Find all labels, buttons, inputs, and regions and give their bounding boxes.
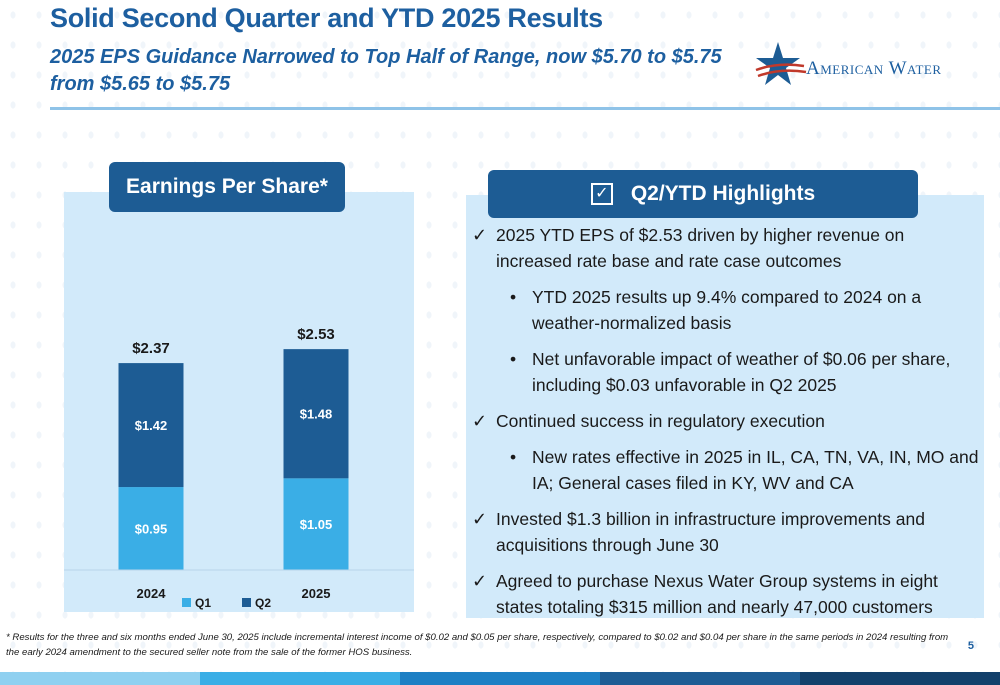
- highlight-subitem: • YTD 2025 results up 9.4% compared to 20…: [470, 284, 982, 336]
- checkbox-checked-icon: ✓: [590, 183, 613, 205]
- checkmark-icon: ✓: [472, 571, 488, 591]
- highlights-panel: [466, 195, 984, 618]
- checkmark-icon: ✓: [472, 225, 488, 245]
- footnote: * Results for the three and six months e…: [6, 632, 949, 658]
- x-tick-label: 2025: [302, 586, 331, 601]
- bullet-icon: •: [510, 287, 517, 307]
- highlight-text: Agreed to purchase Nexus Water Group sys…: [496, 571, 938, 617]
- bar-segment-q2-2024: [118, 363, 184, 488]
- highlight-subitem: • Net unfavorable impact of weather of $0…: [470, 346, 982, 398]
- checkmark-icon: ✓: [472, 411, 488, 431]
- slide-subtitle: 2025 EPS Guidance Narrowed to Top Half o…: [50, 46, 722, 95]
- bar-segment-q2-2025: [283, 349, 349, 479]
- bar-total-label: $2.53: [297, 326, 335, 343]
- bullet-icon: •: [510, 349, 517, 369]
- eps-panel-header: Earnings Per Share*: [109, 162, 345, 212]
- data-label: $1.42: [135, 418, 168, 433]
- highlights-header-label: Q2/YTD Highlights: [630, 182, 816, 205]
- highlight-text: Net unfavorable impact of weather of $0.…: [532, 349, 951, 395]
- data-label: $1.05: [300, 517, 333, 532]
- legend-label: Q1: [195, 596, 211, 610]
- highlights-list: ✓ 2025 YTD EPS of $2.53 driven by higher …: [470, 222, 982, 630]
- checkmark-icon: ✓: [472, 509, 488, 529]
- bar-segment-q1-2024: [118, 487, 184, 570]
- bar-segment-q1-2025: [283, 478, 349, 570]
- bottom-color-bar: [0, 672, 1000, 685]
- data-label: $0.95: [135, 522, 168, 537]
- eps-stacked-bar-chart: $0.95 $1.42 $2.37 2024 $1.05 $1.48 $2.53 2025 Q1…: [64, 326, 414, 610]
- highlight-text: YTD 2025 results up 9.4% compared to 202…: [532, 287, 922, 333]
- highlight-item: ✓ Continued success in regulatory executi…: [470, 408, 982, 434]
- highlight-subitem: • New rates effective in 2025 in IL, CA, …: [470, 444, 982, 496]
- bar-total-label: $2.37: [132, 340, 170, 357]
- highlight-item: ✓ Invested $1.3 billion in infrastructure…: [470, 506, 982, 558]
- highlight-text: Continued success in regulatory executio…: [496, 411, 825, 431]
- legend-swatch-q2: [242, 598, 251, 607]
- bullet-icon: •: [510, 447, 517, 467]
- highlight-text: Invested $1.3 billion in infrastructure …: [496, 509, 925, 555]
- data-label: $1.48: [300, 407, 333, 422]
- highlight-text: 2025 YTD EPS of $2.53 driven by higher r…: [496, 225, 905, 271]
- legend-swatch-q1: [182, 598, 191, 607]
- star-icon: [756, 42, 800, 85]
- company-logo: [755, 42, 807, 85]
- x-tick-label: 2024: [137, 586, 167, 601]
- highlight-text: New rates effective in 2025 in IL, CA, T…: [532, 447, 979, 493]
- page-number: 5: [967, 640, 974, 652]
- highlight-item: ✓ 2025 YTD EPS of $2.53 driven by higher …: [470, 222, 982, 274]
- logo-text: American Water: [806, 58, 942, 79]
- highlights-panel-header: ✓ Q2/YTD Highlights: [488, 170, 918, 218]
- legend-label: Q2: [255, 596, 271, 610]
- slide-title: Solid Second Quarter and YTD 2025 Result…: [50, 3, 603, 33]
- highlight-item: ✓ Agreed to purchase Nexus Water Group sy…: [470, 568, 982, 620]
- title-divider: [50, 107, 1000, 110]
